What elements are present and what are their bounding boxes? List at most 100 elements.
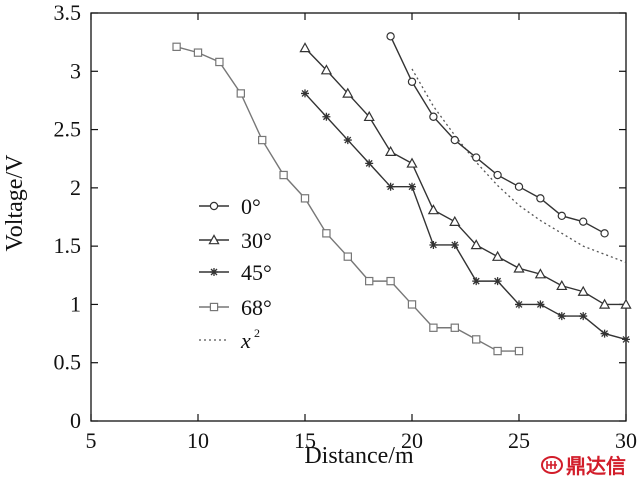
legend-marker [208, 234, 220, 245]
reference-curve-line [411, 68, 627, 264]
legend-label: 0° [241, 194, 261, 219]
data-point [193, 48, 203, 57]
data-point [493, 277, 502, 286]
data-point [493, 346, 502, 356]
watermark-logo: 鼎达信 [541, 450, 626, 479]
axis-frame [90, 12, 627, 422]
y-tick-label: 1 [70, 291, 81, 316]
data-point [620, 298, 632, 309]
data-point [472, 277, 481, 286]
watermark-text: 鼎达信 [566, 454, 626, 478]
series-circle [386, 32, 609, 238]
data-point [386, 182, 395, 191]
data-point [577, 285, 589, 296]
data-point [534, 268, 547, 279]
y-tick-label: 1.5 [54, 233, 82, 258]
data-point [258, 135, 267, 145]
x-tick-label: 25 [508, 428, 530, 453]
x-tick-label: 5 [86, 428, 97, 453]
y-axis-ticks: 0 0.5 1 1.5 2 2.5 3 3.5 [54, 0, 626, 433]
legend-marker [210, 268, 218, 276]
data-point [342, 87, 354, 98]
data-point [365, 159, 374, 168]
y-tick-label: 2 [70, 175, 81, 200]
data-point [536, 300, 545, 309]
data-point [427, 204, 440, 215]
data-point [215, 57, 224, 67]
data-point [450, 323, 460, 332]
data-point [406, 157, 418, 168]
data-point [429, 240, 438, 249]
data-point [429, 112, 438, 121]
legend-label: 45° [241, 260, 272, 285]
data-point [557, 211, 567, 221]
data-point [172, 42, 181, 52]
data-point [365, 276, 374, 286]
data-point [557, 312, 566, 321]
data-point [299, 42, 311, 53]
data-point [536, 194, 545, 203]
x-axis-label: Distance/m [304, 443, 414, 469]
x-tick-label: 10 [187, 428, 209, 453]
data-point [322, 229, 331, 238]
legend-marker [209, 201, 219, 211]
series-star [301, 89, 630, 344]
data-point [450, 135, 459, 145]
series-line [304, 92, 627, 341]
y-axis-label: Voltage/V [2, 154, 28, 252]
data-point [407, 77, 417, 86]
data-point [598, 298, 611, 309]
y-tick-label: 3 [70, 58, 81, 83]
data-point [491, 250, 504, 261]
data-point [343, 136, 352, 145]
x-tick-label: 20 [401, 428, 423, 453]
data-point [363, 110, 375, 122]
data-point [514, 346, 524, 356]
data-point [408, 182, 416, 191]
data-point [386, 276, 395, 286]
data-point [493, 170, 502, 180]
x-axis-ticks: 5 10 15 20 25 30 [86, 13, 637, 453]
legend-label: 30° [241, 228, 272, 253]
data-point [300, 194, 310, 203]
series-square [172, 42, 524, 356]
data-point [579, 312, 588, 321]
data-point [279, 170, 288, 180]
data-point [429, 323, 438, 332]
data-point [600, 229, 609, 238]
y-tick-label: 3.5 [54, 0, 82, 25]
data-point [384, 145, 397, 156]
legend-label: 68° [241, 295, 272, 320]
data-point [622, 335, 630, 344]
data-point [472, 153, 481, 162]
legend-label-exponent: 2 [254, 326, 260, 340]
data-point [450, 240, 459, 249]
data-point [515, 300, 523, 309]
logo-icon [541, 455, 563, 474]
series-triangle [299, 42, 632, 309]
x-tick-label: 30 [615, 428, 637, 453]
legend: 0° 30° 45° 68° x 2 [199, 194, 272, 353]
y-tick-label: 0.5 [54, 350, 82, 375]
y-tick-label: 0 [70, 408, 81, 433]
data-point [449, 215, 461, 226]
data-point [343, 252, 353, 261]
plot-frame [90, 12, 627, 422]
data-point [513, 262, 525, 273]
data-point [301, 89, 309, 98]
x-tick-label: 15 [294, 428, 316, 453]
data-point [514, 182, 524, 191]
data-point [472, 335, 481, 344]
data-point [386, 32, 395, 41]
y-tick-label: 2.5 [54, 117, 82, 142]
legend-marker [209, 302, 219, 312]
series-line [304, 47, 626, 306]
data-point [320, 64, 333, 75]
series-line [389, 36, 605, 234]
data-point [600, 329, 609, 338]
series-layer [172, 32, 632, 356]
data-point [556, 279, 568, 291]
data-point [322, 112, 331, 121]
data-point [579, 217, 588, 226]
